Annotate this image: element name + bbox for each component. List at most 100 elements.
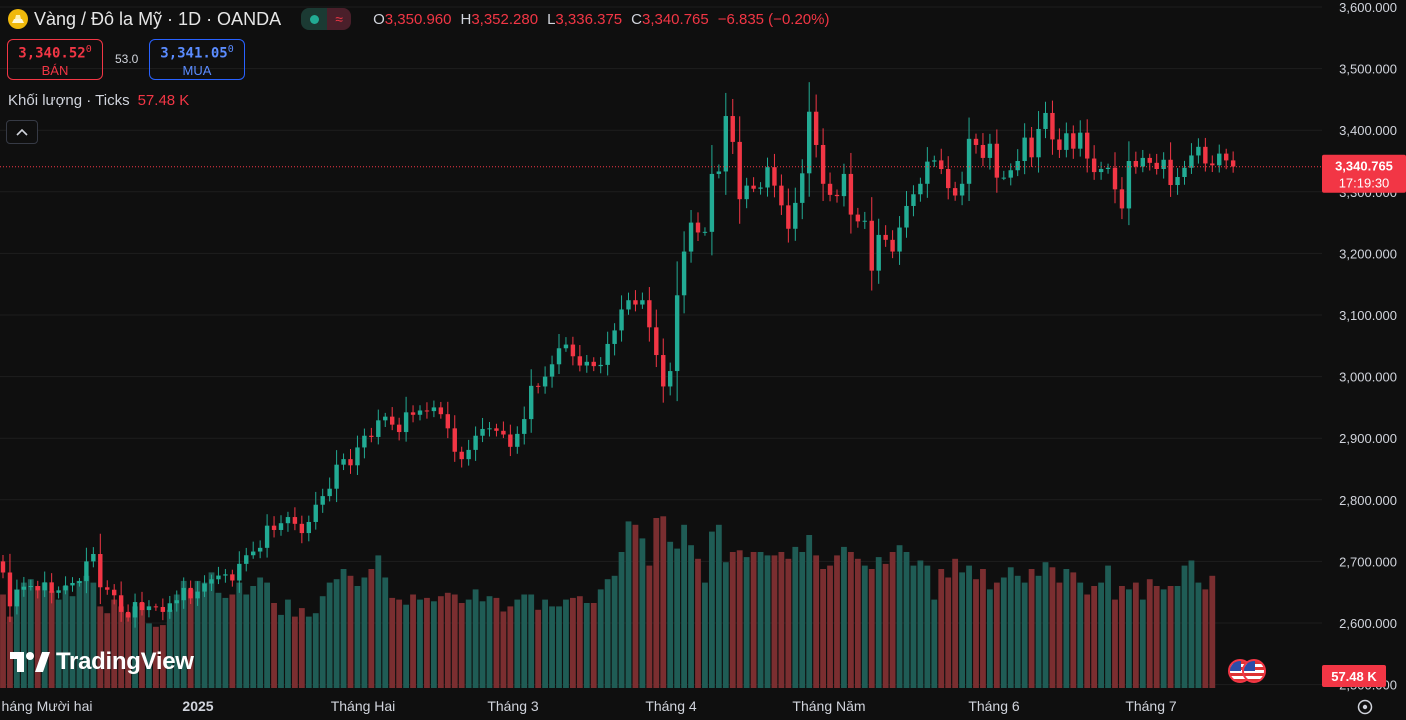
candle-body: [14, 589, 20, 607]
candle-body: [904, 205, 909, 228]
buy-label: MUA: [182, 62, 212, 78]
candle-body: [869, 220, 874, 271]
candle-body: [306, 521, 311, 534]
candle-body: [939, 160, 944, 170]
settings-icon: [1357, 699, 1373, 715]
candle-body: [84, 561, 89, 582]
price-tick-label: 2,600.000: [1339, 616, 1397, 631]
candle-body: [202, 583, 207, 592]
candle-body: [1126, 161, 1132, 209]
market-status[interactable]: ≈: [301, 8, 352, 30]
candle-body: [765, 167, 770, 188]
volume-bar: [764, 555, 771, 688]
volume-bar: [34, 586, 41, 688]
candle-body: [709, 173, 715, 232]
volume-bar: [834, 555, 840, 688]
price-tick-label: 3,100.000: [1339, 308, 1397, 323]
volume-bar: [69, 596, 76, 688]
sell-button[interactable]: 3,340.520 BÁN: [7, 39, 103, 80]
volume-bar: [14, 589, 20, 688]
candle-body: [966, 138, 972, 184]
candle-body: [383, 416, 388, 421]
candle-body: [890, 239, 895, 252]
candle-body: [125, 611, 131, 618]
volume-bar: [535, 609, 542, 688]
volume-bar: [90, 582, 97, 688]
volume-bar: [250, 586, 257, 688]
volume-bar: [924, 565, 931, 688]
candle-body: [744, 185, 749, 200]
volume-bar: [166, 609, 173, 688]
candle-body: [508, 434, 513, 447]
volume-bar: [368, 569, 375, 688]
volume-bar: [813, 555, 820, 688]
us-flag-icon[interactable]: [1242, 659, 1266, 683]
candle-body: [396, 424, 402, 433]
volume-bar: [729, 552, 736, 688]
time-tick-label: Tháng Hai: [331, 698, 396, 714]
volume-bar: [715, 524, 722, 688]
volume-bar: [1105, 565, 1111, 688]
candle-body: [522, 419, 527, 434]
volume-bar: [910, 565, 917, 688]
tradingview-logo-icon: [10, 652, 50, 672]
volume-bar: [403, 604, 409, 688]
volume-bar: [528, 594, 535, 688]
chevron-up-icon: [16, 128, 28, 136]
volume-bar: [48, 591, 55, 688]
time-axis[interactable]: háng Mười hai 2025 Tháng Hai Tháng 3 Tháng 4…: [2, 698, 1177, 714]
candle-body: [925, 161, 930, 184]
symbol-title[interactable]: Vàng / Đô la Mỹ · 1D · OANDA: [34, 8, 282, 29]
candle-body: [452, 428, 457, 452]
collapse-legend-button[interactable]: [6, 120, 38, 144]
candle-body: [362, 435, 367, 448]
volume-bar: [861, 565, 868, 688]
candle-body: [327, 488, 332, 497]
candle-body: [959, 183, 965, 196]
volume-bar: [27, 579, 34, 688]
candle-body: [118, 595, 124, 612]
volume-bar: [55, 599, 62, 688]
candle-body: [1105, 167, 1111, 170]
candle-body: [813, 111, 819, 145]
candle-body: [1224, 153, 1229, 161]
buy-button[interactable]: 3,341.050 MUA: [149, 39, 245, 80]
candle-body: [598, 364, 603, 367]
volume-bar: [618, 552, 625, 688]
candle-body: [807, 111, 812, 174]
price-axis[interactable]: 3,600.0003,500.0003,400.0003,300.0003,20…: [1339, 0, 1397, 693]
tradingview-logo[interactable]: TradingView: [10, 648, 194, 676]
candle-body: [112, 589, 117, 596]
candle-body: [49, 582, 54, 593]
candle-body: [216, 575, 221, 580]
volume-bar: [1119, 586, 1125, 688]
volume-bars: [0, 516, 1216, 688]
candle-body: [21, 586, 27, 590]
volume-bar: [257, 577, 264, 688]
volume-bar: [889, 552, 896, 688]
candle-body: [549, 364, 555, 377]
volume-bar: [514, 599, 521, 688]
candle-body: [876, 234, 881, 271]
candle-body: [1091, 158, 1097, 173]
volume-bar: [153, 626, 159, 688]
candle-body: [654, 327, 659, 356]
economic-events[interactable]: [1228, 659, 1278, 685]
volume-bar: [396, 599, 403, 688]
volume-bar: [848, 552, 854, 688]
time-tick-label: Tháng 4: [645, 698, 697, 714]
candle-body: [487, 428, 492, 430]
volume-bar: [354, 586, 361, 688]
chart-settings-button[interactable]: [1355, 697, 1375, 717]
candle-body: [501, 430, 506, 435]
volume-bar: [660, 516, 667, 688]
gold-icon[interactable]: [8, 9, 28, 29]
candle-body: [883, 234, 888, 240]
volume-bar: [799, 552, 806, 688]
volume-tag: 57.48 K: [1322, 665, 1386, 687]
volume-bar: [340, 569, 347, 688]
volume-bar: [980, 569, 986, 688]
volume-bar: [208, 572, 215, 688]
candle-body: [264, 525, 270, 548]
